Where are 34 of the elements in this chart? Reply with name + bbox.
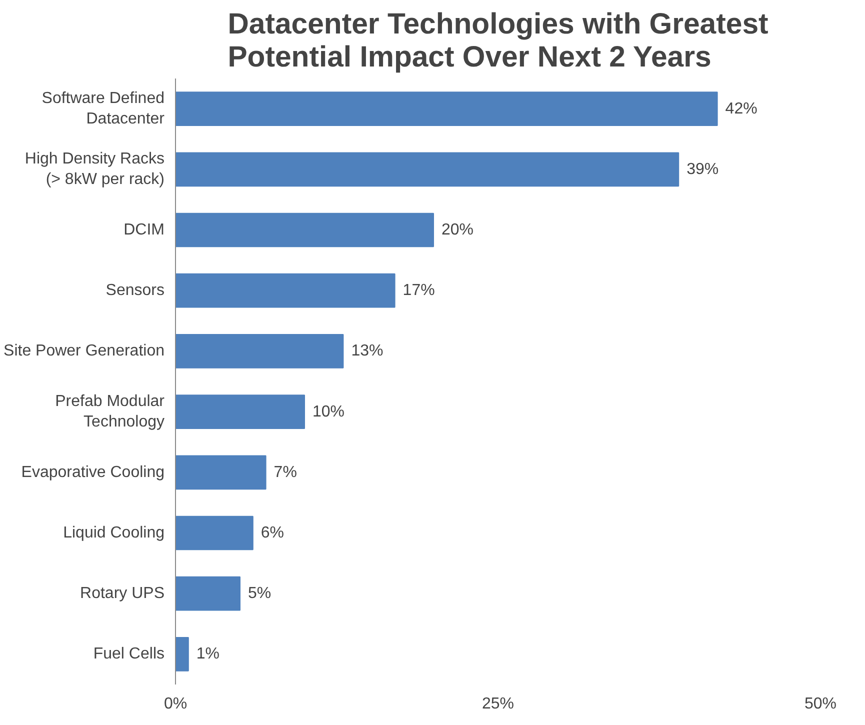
y-tick-label: Software Defined Datacenter [42, 90, 166, 128]
data-label: 42% [725, 100, 758, 118]
bar [176, 334, 344, 368]
y-tick-label: Liquid Cooling [63, 524, 164, 542]
data-label: 39% [686, 160, 719, 178]
data-label: 5% [248, 585, 272, 602]
y-tick-label: DCIM [124, 222, 165, 238]
y-tick-label: Sensors [106, 282, 165, 300]
x-tick-label: 0% [164, 696, 188, 712]
y-tick-label: High Density Racks (> 8kW per rack) [24, 150, 165, 188]
bar [176, 637, 189, 672]
data-label: 13% [351, 342, 384, 360]
x-tick-label: 25% [482, 696, 514, 712]
bar [176, 273, 396, 308]
bar [176, 455, 266, 490]
y-tick-label: Rotary UPS [80, 585, 164, 602]
data-label: 1% [196, 646, 220, 663]
data-label: 20% [442, 222, 474, 238]
data-label: 7% [274, 464, 297, 481]
chart-title: Datacenter Technologies with Greatest Potential Impact Over Next 2 Years [228, 8, 768, 74]
bar [176, 152, 680, 187]
y-tick-label: Prefab Modular Technology [55, 393, 166, 430]
data-label: 10% [312, 403, 345, 420]
data-label: 17% [402, 282, 435, 300]
bar [176, 394, 305, 429]
y-tick-label: Evaporative Cooling [21, 464, 165, 481]
bar [176, 516, 254, 550]
bar [176, 212, 434, 248]
bar [176, 92, 718, 126]
y-tick-label: Site Power Generation [4, 342, 165, 360]
bar [176, 576, 240, 611]
data-label: 6% [260, 524, 284, 542]
y-tick-label: Fuel Cells [93, 646, 165, 663]
x-tick-label: 50% [804, 696, 837, 712]
